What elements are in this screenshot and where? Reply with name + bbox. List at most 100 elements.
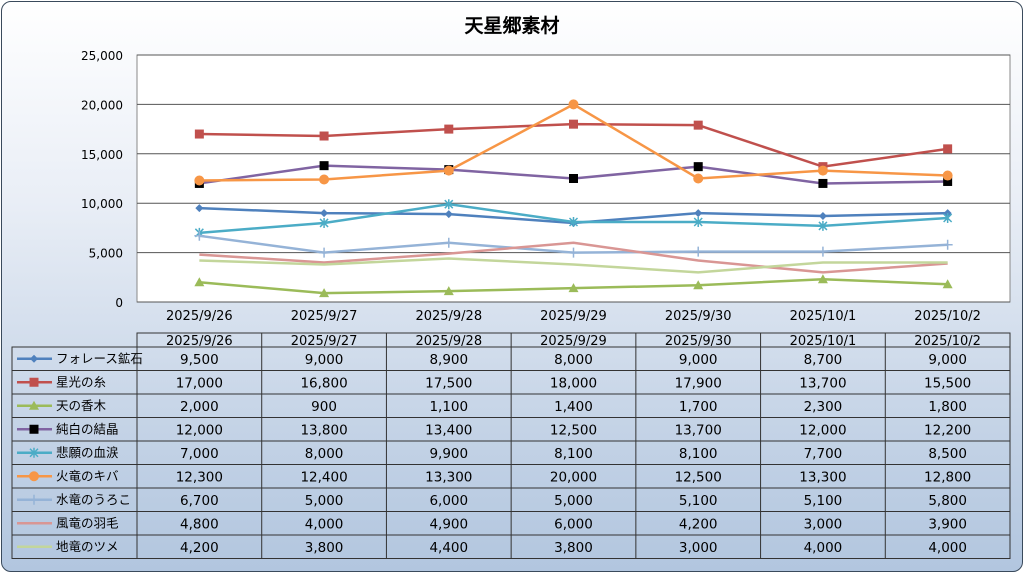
series-label: 天の香木 (56, 398, 107, 413)
x-tick-label: 2025/9/28 (415, 309, 482, 324)
data-point (693, 173, 704, 184)
table-cell: 1,800 (928, 399, 967, 415)
table-cell: 4,800 (180, 517, 219, 533)
table-cell: 13,400 (425, 423, 472, 439)
table-cell: 12,500 (550, 423, 597, 439)
table-cell: 8,900 (429, 352, 468, 368)
table-cell: 2,000 (180, 399, 219, 415)
legend-marker (29, 471, 39, 482)
table-cell: 20,000 (550, 470, 597, 486)
data-point (693, 162, 703, 172)
table-cell: 5,800 (928, 493, 967, 509)
data-point (319, 161, 329, 171)
y-tick-label: 5,000 (89, 247, 123, 261)
y-tick-label: 10,000 (81, 197, 123, 211)
table-cell: 12,200 (924, 423, 971, 439)
table-cell: 4,000 (928, 540, 967, 556)
table-cell: 4,400 (429, 540, 468, 556)
series-line (199, 241, 948, 274)
table-cell: 8,100 (554, 446, 593, 462)
table-cell: 8,500 (928, 446, 967, 462)
data-point (942, 279, 953, 289)
table-cell: 4,000 (305, 517, 344, 533)
data-point (568, 247, 579, 258)
data-point (942, 239, 953, 250)
data-point (943, 213, 953, 224)
table-cell: 2,300 (804, 399, 843, 415)
table-cell: 8,000 (305, 446, 344, 462)
legend-marker (29, 424, 39, 434)
table-cell: 4,200 (180, 540, 219, 556)
series-label: 火竜のキバ (56, 469, 119, 484)
series-label: フォレース鉱石 (56, 351, 143, 366)
data-point (194, 175, 205, 186)
table-cell: 9,000 (679, 352, 718, 368)
table-cell: 4,200 (679, 517, 718, 533)
table-cell: 9,000 (928, 352, 967, 368)
table-cell: 6,000 (554, 517, 593, 533)
series-label: 風竜の羽毛 (56, 516, 119, 531)
y-tick-label: 15,000 (81, 148, 123, 162)
data-point (568, 99, 579, 110)
x-tick-label: 2025/9/29 (540, 309, 607, 324)
data-point (194, 230, 205, 241)
data-point (194, 277, 205, 287)
x-tick-label: 2025/9/30 (665, 309, 732, 324)
legend-marker (29, 494, 39, 505)
table-cell: 13,700 (675, 423, 722, 439)
data-point (319, 217, 329, 228)
data-point (569, 119, 578, 129)
table-cell: 5,100 (679, 493, 718, 509)
data-point (817, 246, 828, 257)
data-point (818, 212, 827, 221)
table-cell: 3,900 (928, 517, 967, 533)
table-cell: 4,000 (804, 540, 843, 556)
table-cell: 5,000 (554, 493, 593, 509)
table-cell: 6,700 (180, 493, 219, 509)
series-line (199, 257, 948, 274)
table-cell: 1,100 (429, 399, 468, 415)
series-label: 純白の結晶 (56, 422, 119, 437)
table-cell: 5,000 (305, 493, 344, 509)
y-tick-label: 25,000 (81, 49, 123, 63)
x-tick-label: 2025/10/2 (914, 309, 981, 324)
data-point (319, 174, 330, 185)
data-point (693, 120, 703, 130)
legend-marker (29, 400, 39, 410)
table-cell: 1,700 (679, 399, 718, 415)
table-row (11, 534, 1011, 559)
data-point (320, 209, 329, 218)
table-cell: 3,000 (679, 540, 718, 556)
data-point (569, 174, 578, 183)
data-point (319, 131, 329, 141)
table-cell: 12,000 (176, 423, 223, 439)
data-point (818, 220, 828, 231)
table-cell: 3,800 (554, 540, 593, 556)
chart-title: 天星郷素材 (464, 14, 559, 37)
data-point (693, 246, 704, 257)
data-point (693, 216, 703, 227)
table-cell: 12,300 (176, 470, 223, 486)
table-cell: 900 (311, 399, 337, 415)
table-cell: 13,700 (799, 376, 846, 392)
table-cell: 7,700 (804, 446, 843, 462)
table-cell: 12,800 (924, 470, 971, 486)
data-point (444, 210, 453, 219)
table-cell: 8,700 (804, 352, 843, 368)
table-cell: 9,500 (180, 352, 219, 368)
table-cell: 7,000 (180, 446, 219, 462)
data-point (943, 176, 953, 186)
data-point (817, 165, 828, 176)
table-cell: 13,800 (300, 423, 347, 439)
y-tick-label: 20,000 (81, 98, 123, 112)
table-cell: 3,800 (305, 540, 344, 556)
data-point (943, 144, 953, 154)
table-header-cell: 2025/9/30 (665, 334, 732, 349)
data-point (818, 178, 828, 188)
data-point (443, 237, 454, 248)
data-point (444, 199, 454, 210)
data-point (443, 165, 454, 176)
data-point (443, 286, 454, 296)
series-label: 水竜のうろこ (56, 492, 131, 507)
